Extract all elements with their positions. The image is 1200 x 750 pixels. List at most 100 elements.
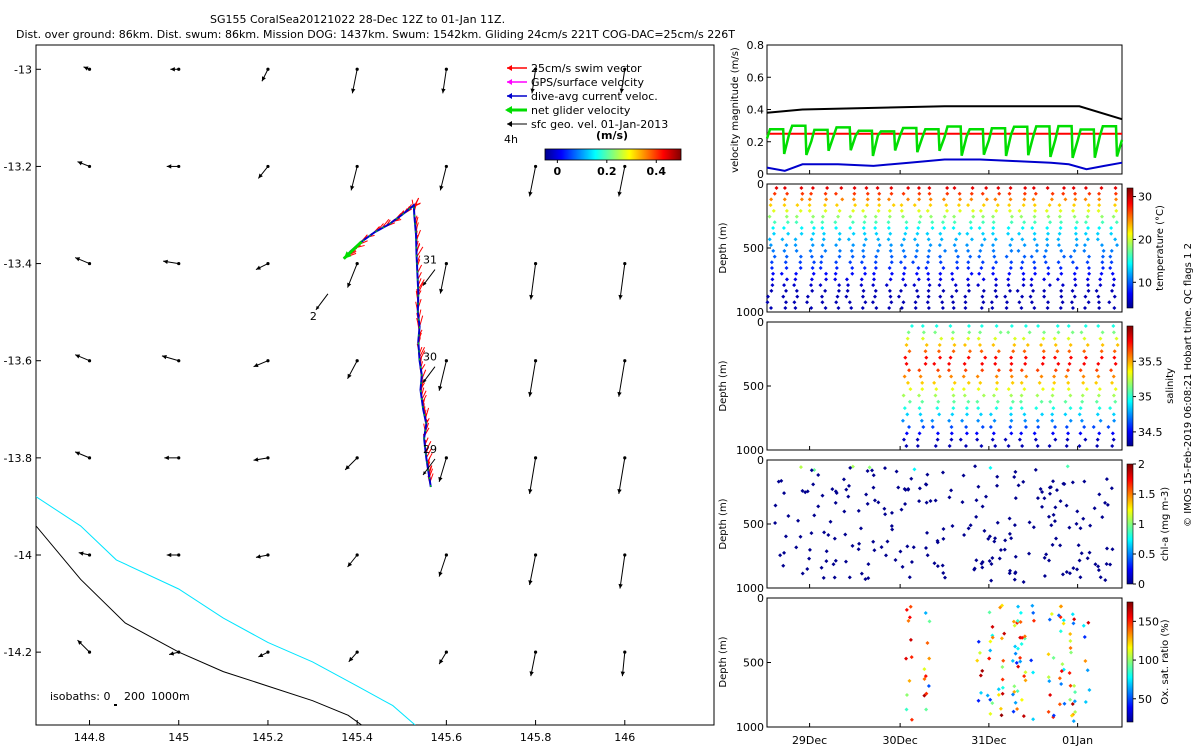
profile-point bbox=[810, 266, 815, 270]
profile-point bbox=[948, 355, 953, 360]
profile-point bbox=[769, 288, 774, 293]
profile-point bbox=[1020, 226, 1025, 230]
sfc-vector bbox=[618, 360, 626, 397]
profile-point bbox=[865, 203, 870, 208]
profile-point bbox=[1010, 399, 1015, 404]
sfc-vector-origin bbox=[623, 553, 627, 557]
chla-point bbox=[1038, 486, 1043, 491]
oxygen-point bbox=[1019, 697, 1024, 702]
profile-point bbox=[861, 254, 866, 259]
profile-point bbox=[1004, 300, 1009, 305]
profile-point bbox=[809, 306, 814, 310]
profile-point bbox=[937, 243, 942, 248]
profile-point bbox=[1097, 197, 1102, 202]
map-xtick-label: 145 bbox=[168, 731, 189, 744]
profile-point bbox=[1084, 387, 1089, 392]
footer-credit: © IMOS 15-Feb-2019 06:08:21 Hobart time.… bbox=[1183, 243, 1194, 527]
profile-point bbox=[877, 203, 882, 208]
profile-point bbox=[1114, 208, 1119, 213]
profile-point bbox=[953, 283, 958, 288]
profile-point bbox=[1058, 266, 1063, 270]
profile-point bbox=[1024, 374, 1029, 379]
profile-point bbox=[951, 226, 956, 230]
profile-point bbox=[994, 294, 999, 299]
profile-point bbox=[940, 300, 945, 305]
profile-point bbox=[1053, 342, 1058, 347]
profile-point bbox=[1017, 437, 1022, 442]
oxygen-point bbox=[1018, 659, 1023, 664]
oxygen-point bbox=[1047, 679, 1052, 684]
profile-point bbox=[889, 300, 894, 305]
profile-point bbox=[862, 266, 867, 270]
profile-point bbox=[1109, 260, 1114, 265]
profile-point bbox=[851, 197, 856, 202]
profile-point bbox=[1095, 231, 1100, 236]
profile-point bbox=[954, 288, 959, 293]
profile-point bbox=[1097, 406, 1102, 411]
oxygen-point bbox=[1023, 678, 1028, 683]
profile-point bbox=[1006, 277, 1011, 282]
profile-point bbox=[1081, 380, 1086, 385]
profile-point bbox=[1094, 288, 1099, 293]
profile-point bbox=[901, 237, 906, 242]
profile-point bbox=[798, 260, 803, 265]
profile-point bbox=[1096, 393, 1101, 398]
profile-point bbox=[951, 399, 956, 404]
profile-point bbox=[975, 374, 980, 379]
profile-point bbox=[981, 277, 986, 282]
profile-point bbox=[925, 208, 930, 213]
chla-point bbox=[1009, 536, 1014, 541]
chla-point bbox=[819, 565, 824, 570]
sfc-vector-origin bbox=[623, 456, 627, 460]
profile-point bbox=[901, 393, 906, 398]
chla-point bbox=[773, 521, 778, 526]
profile-point bbox=[938, 231, 943, 236]
profile-point bbox=[974, 431, 979, 436]
profile-point bbox=[769, 306, 774, 310]
sfc-vector-origin bbox=[533, 261, 538, 266]
profile-point bbox=[946, 368, 951, 373]
profile-point bbox=[765, 300, 770, 305]
profile-point bbox=[771, 226, 776, 230]
profile-point bbox=[966, 260, 971, 265]
oxygen-point bbox=[987, 656, 992, 661]
chla-point bbox=[906, 487, 911, 492]
profile-point bbox=[1046, 271, 1051, 276]
oxygen-point bbox=[1059, 604, 1064, 609]
oxygen-point bbox=[976, 698, 981, 703]
profile-point bbox=[992, 418, 997, 423]
sfc-vector-head bbox=[529, 671, 534, 677]
profile-point bbox=[1074, 237, 1079, 242]
velocity-net-line bbox=[765, 124, 1124, 159]
temperature-ylabel: Depth (m) bbox=[718, 222, 729, 273]
profile-point bbox=[908, 387, 913, 392]
profile-point bbox=[978, 342, 983, 347]
chla-colorbar bbox=[1126, 463, 1134, 585]
profile-point bbox=[1083, 186, 1088, 190]
profile-point bbox=[785, 220, 790, 225]
profile-point bbox=[1006, 330, 1011, 335]
map-axes bbox=[35, 44, 715, 726]
oxygen-point bbox=[907, 615, 912, 620]
profile-point bbox=[1109, 368, 1114, 373]
profile-point bbox=[949, 294, 954, 299]
oxygen-point bbox=[1087, 687, 1092, 692]
oxygen-ylabel: Depth (m) bbox=[718, 636, 729, 687]
velocity-ylabel: velocity magnitude (m/s) bbox=[730, 47, 741, 173]
profile-point bbox=[820, 214, 825, 219]
profile-point bbox=[1023, 425, 1028, 430]
oxygen-point bbox=[1014, 660, 1019, 665]
profile-point bbox=[884, 283, 889, 288]
profile-point bbox=[1064, 425, 1069, 430]
oxygen-point bbox=[1011, 619, 1016, 624]
profile-point bbox=[948, 324, 953, 328]
chla-point bbox=[1075, 509, 1080, 514]
chla-point bbox=[940, 470, 945, 475]
profile-point bbox=[784, 208, 789, 213]
profile-point bbox=[957, 231, 962, 236]
chla-point bbox=[832, 536, 837, 541]
profile-point bbox=[1009, 214, 1014, 219]
profile-point bbox=[952, 342, 957, 347]
oxygen-point bbox=[998, 706, 1003, 711]
sfc-vector-origin bbox=[355, 164, 359, 169]
